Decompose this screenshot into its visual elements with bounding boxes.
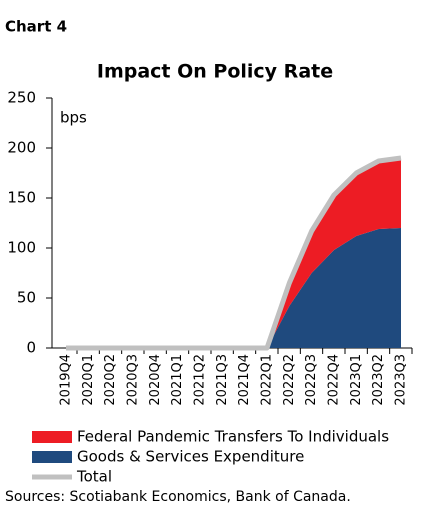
legend-label: Total (76, 468, 112, 486)
x-tick-label: 2021Q2 (193, 354, 208, 406)
x-tick-label: 2022Q1 (260, 354, 275, 406)
x-tick-label: 2019Q4 (59, 354, 74, 406)
legend-swatch (32, 431, 72, 443)
legend-label: Goods & Services Expenditure (77, 448, 304, 466)
y-tick-label: 250 (7, 89, 36, 107)
chart-label: Chart 4 (5, 18, 67, 36)
x-tick-label: 2022Q3 (304, 354, 319, 406)
area (66, 158, 401, 348)
legend-swatch (32, 451, 72, 463)
x-tick-label: 2020Q3 (126, 354, 141, 406)
line (66, 155, 402, 351)
x-tick-label: 2023Q1 (349, 354, 364, 406)
y-tick-label: 200 (7, 139, 36, 157)
y-tick-label: 0 (26, 339, 36, 357)
x-tick-label: 2021Q3 (215, 354, 230, 406)
area (66, 228, 401, 348)
chart-title: Impact On Policy Rate (97, 61, 333, 83)
x-tick-label: 2020Q1 (81, 354, 96, 406)
source: Sources: Scotiabank Economics, Bank of C… (5, 489, 351, 505)
x-tick-label: 2022Q2 (282, 354, 297, 406)
y-tick-label: 150 (7, 189, 36, 207)
x-tick-label: 2023Q2 (371, 354, 386, 406)
x-tick-label: 2020Q2 (103, 354, 118, 406)
x-tick-label: 2021Q1 (170, 354, 185, 406)
x-tick-label: 2022Q4 (327, 354, 342, 406)
y-tick-label: 50 (17, 289, 36, 307)
x-tick-label: 2020Q4 (148, 354, 163, 406)
y-unit: bps (60, 109, 87, 127)
y-tick-label: 100 (7, 239, 36, 257)
x-tick-label: 2021Q4 (237, 354, 252, 406)
x-tick-label: 2023Q3 (394, 354, 409, 406)
legend-label: Federal Pandemic Transfers To Individual… (77, 428, 389, 446)
